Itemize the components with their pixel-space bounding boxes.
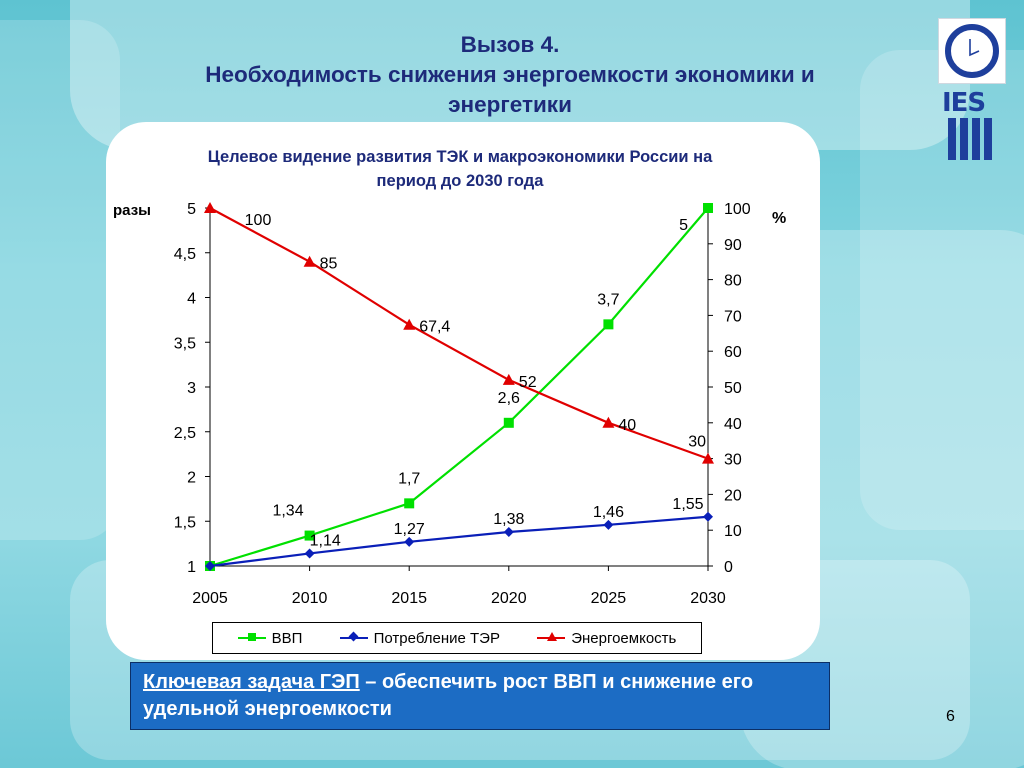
data-point bbox=[603, 519, 614, 530]
y-axis-label-right: % bbox=[772, 210, 786, 227]
y-tick-label-right: 60 bbox=[724, 344, 742, 361]
background-decoration bbox=[860, 50, 1024, 530]
y-tick-label-right: 20 bbox=[724, 487, 742, 504]
data-label: 1,38 bbox=[493, 511, 524, 528]
data-label: 40 bbox=[618, 417, 636, 434]
y-tick-label-right: 10 bbox=[724, 523, 742, 540]
x-tick-label: 2025 bbox=[591, 590, 627, 607]
logo-emblem bbox=[938, 18, 1006, 84]
x-tick-label: 2030 bbox=[690, 590, 726, 607]
x-tick-label: 2015 bbox=[391, 590, 427, 607]
data-label: 1,46 bbox=[593, 504, 624, 521]
data-point bbox=[703, 511, 713, 522]
series-line bbox=[209, 207, 709, 568]
y-tick-label-left: 1,5 bbox=[174, 514, 196, 531]
legend-swatch bbox=[237, 633, 266, 641]
data-label: 1,14 bbox=[310, 532, 341, 549]
legend-marker bbox=[247, 633, 256, 641]
slide-title-line: энергетики bbox=[448, 92, 572, 117]
series-line bbox=[209, 207, 709, 460]
y-tick-label-right: 80 bbox=[724, 273, 742, 290]
chart-panel bbox=[106, 122, 820, 660]
data-label: 67,4 bbox=[419, 319, 450, 336]
slide-title-line: Вызов 4. bbox=[460, 32, 560, 57]
chart-title: Целевое видение развития ТЭК и макроэкон… bbox=[150, 145, 770, 193]
data-point bbox=[502, 373, 515, 385]
key-task-callout: Ключевая задача ГЭП – обеспечить рост ВВ… bbox=[130, 662, 830, 730]
data-point bbox=[205, 561, 215, 571]
chart-title-line: Целевое видение развития ТЭК и макроэкон… bbox=[207, 148, 713, 166]
legend-label: ВВП bbox=[271, 629, 303, 647]
slide-title-line: Необходимость снижения энергоемкости эко… bbox=[205, 62, 815, 87]
data-label: 52 bbox=[519, 374, 537, 391]
slide-title: Вызов 4. Необходимость снижения энергоем… bbox=[90, 30, 930, 120]
data-point bbox=[703, 203, 713, 213]
y-tick-label-left: 4,5 bbox=[174, 246, 196, 263]
data-point bbox=[304, 530, 315, 541]
data-label: 5 bbox=[679, 217, 688, 234]
legend-label: Потребление ТЭР bbox=[373, 629, 500, 647]
legend-marker bbox=[547, 632, 558, 641]
data-point bbox=[403, 318, 416, 330]
data-label: 85 bbox=[320, 256, 338, 273]
y-tick-label-right: 100 bbox=[724, 201, 751, 218]
data-point bbox=[602, 416, 615, 428]
data-point bbox=[304, 548, 315, 559]
legend-swatch bbox=[339, 631, 368, 642]
y-tick-label-left: 1 bbox=[187, 559, 196, 576]
data-point bbox=[503, 417, 514, 428]
data-label: 1,34 bbox=[272, 503, 303, 520]
y-tick-label-right: 0 bbox=[724, 559, 733, 576]
x-tick-label: 2020 bbox=[491, 590, 527, 607]
logo-bars bbox=[948, 118, 992, 160]
data-label: 100 bbox=[245, 212, 272, 229]
callout-key-phrase: Ключевая задача ГЭП bbox=[143, 671, 360, 693]
background-decoration bbox=[0, 20, 120, 540]
x-tick-label: 2010 bbox=[292, 590, 328, 607]
legend-item: Энергоемкость bbox=[537, 630, 676, 647]
data-point bbox=[404, 498, 415, 509]
y-tick-label-right: 30 bbox=[724, 452, 742, 469]
data-label: 1,27 bbox=[394, 521, 425, 538]
x-tick-label: 2005 bbox=[192, 590, 228, 607]
data-label: 1,55 bbox=[672, 496, 703, 513]
page-number: 6 bbox=[946, 708, 955, 725]
y-tick-label-right: 70 bbox=[724, 308, 742, 325]
series-line bbox=[209, 515, 709, 568]
y-tick-label-left: 3,5 bbox=[174, 335, 196, 352]
callout-text: – обеспечить рост ВВП и снижение его уде… bbox=[143, 671, 754, 720]
data-label: 1,7 bbox=[398, 470, 420, 487]
data-point bbox=[702, 452, 714, 464]
legend-label: Энергоемкость bbox=[571, 629, 677, 647]
legend-marker bbox=[348, 631, 359, 642]
y-tick-label-right: 50 bbox=[724, 380, 742, 397]
data-label: 3,7 bbox=[597, 291, 619, 308]
data-label: 30 bbox=[688, 434, 706, 451]
y-tick-label-left: 2,5 bbox=[174, 425, 196, 442]
y-tick-label-left: 4 bbox=[187, 291, 196, 308]
y-tick-label-left: 2 bbox=[187, 470, 196, 487]
ies-logo: IES bbox=[938, 18, 1008, 163]
legend-swatch bbox=[537, 632, 566, 641]
data-point bbox=[404, 536, 415, 547]
data-point bbox=[303, 255, 316, 267]
data-point bbox=[204, 202, 216, 213]
data-point bbox=[503, 526, 514, 537]
data-label: 2,6 bbox=[498, 390, 520, 407]
legend-item: Потребление ТЭР bbox=[339, 629, 500, 647]
y-tick-label-left: 3 bbox=[187, 380, 196, 397]
chart-legend: ВВП Потребление ТЭР Энергоемкость bbox=[212, 622, 702, 654]
y-tick-label-left: 5 bbox=[187, 201, 196, 218]
legend-item: ВВП bbox=[237, 629, 303, 647]
logo-text: IES bbox=[942, 88, 986, 118]
y-axis-label-left: разы bbox=[113, 202, 151, 219]
chart-title-line: период до 2030 года bbox=[376, 172, 544, 190]
data-point bbox=[603, 319, 614, 330]
y-tick-label-right: 40 bbox=[724, 416, 742, 433]
clock-icon bbox=[945, 24, 999, 78]
y-tick-label-right: 90 bbox=[724, 237, 742, 254]
